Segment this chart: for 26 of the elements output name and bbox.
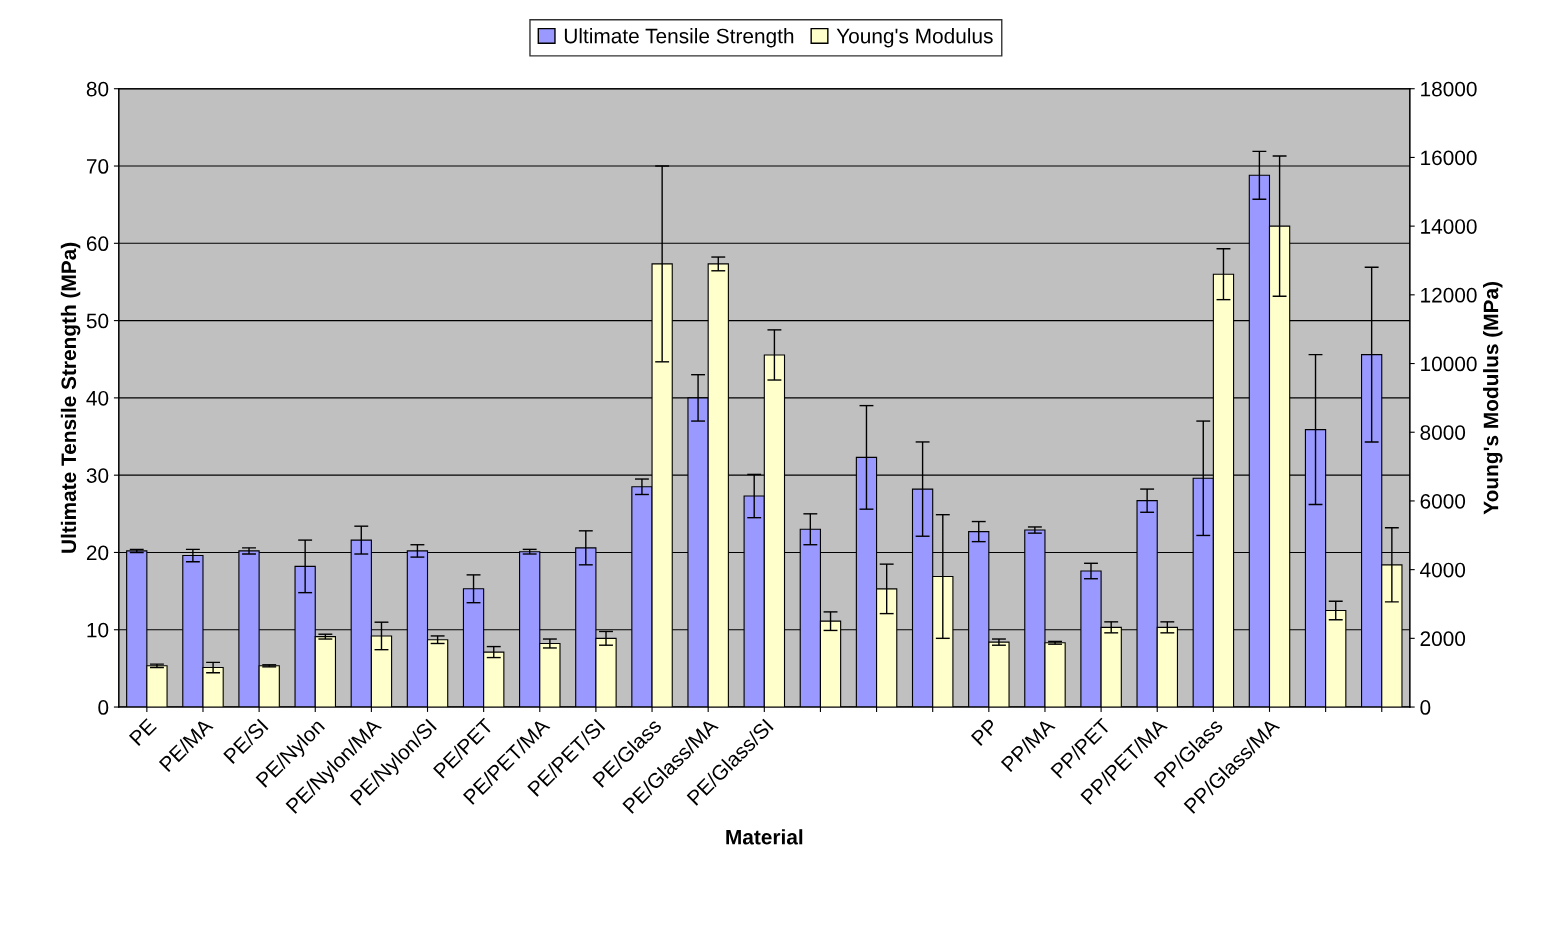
y2-tick-label: 14000 — [1421, 219, 1477, 234]
x-tick-label: PP — [970, 718, 999, 746]
legend-label: Young's Modulus — [836, 28, 993, 48]
y2-tick-label: 2000 — [1420, 631, 1466, 647]
y-tick-label: 30 — [86, 468, 109, 483]
y2-tick-label: 8000 — [1420, 425, 1466, 440]
y-axis-title: Ultimate Tensile Strength (MPa) — [60, 242, 81, 553]
legend-label: Ultimate Tensile Strength — [564, 28, 794, 48]
y-tick-label: 50 — [86, 313, 109, 329]
y-tick-label: 0 — [98, 700, 109, 715]
y2-tick-label: 12000 — [1421, 287, 1477, 303]
y2-tick-label: 0 — [1420, 700, 1431, 715]
y-tick-label: 10 — [87, 622, 109, 638]
y-tick-label: 40 — [86, 390, 109, 406]
y-tick-label: 70 — [86, 159, 109, 174]
y2-tick-label: 16000 — [1421, 150, 1477, 166]
y2-tick-label: 4000 — [1420, 562, 1466, 578]
y2-tick-label: 10000 — [1421, 356, 1477, 372]
y-tick-label: 80 — [86, 81, 109, 97]
x-axis-title: Material — [726, 829, 803, 845]
y2-tick-label: 6000 — [1420, 493, 1466, 509]
y2-tick-label: 18000 — [1421, 81, 1477, 97]
y-tick-label: 20 — [86, 545, 109, 561]
y-tick-label: 60 — [86, 236, 109, 252]
x-tick-label: PE — [128, 717, 157, 746]
y2-axis-title: Young's Modulus (MPa) — [1483, 282, 1503, 515]
